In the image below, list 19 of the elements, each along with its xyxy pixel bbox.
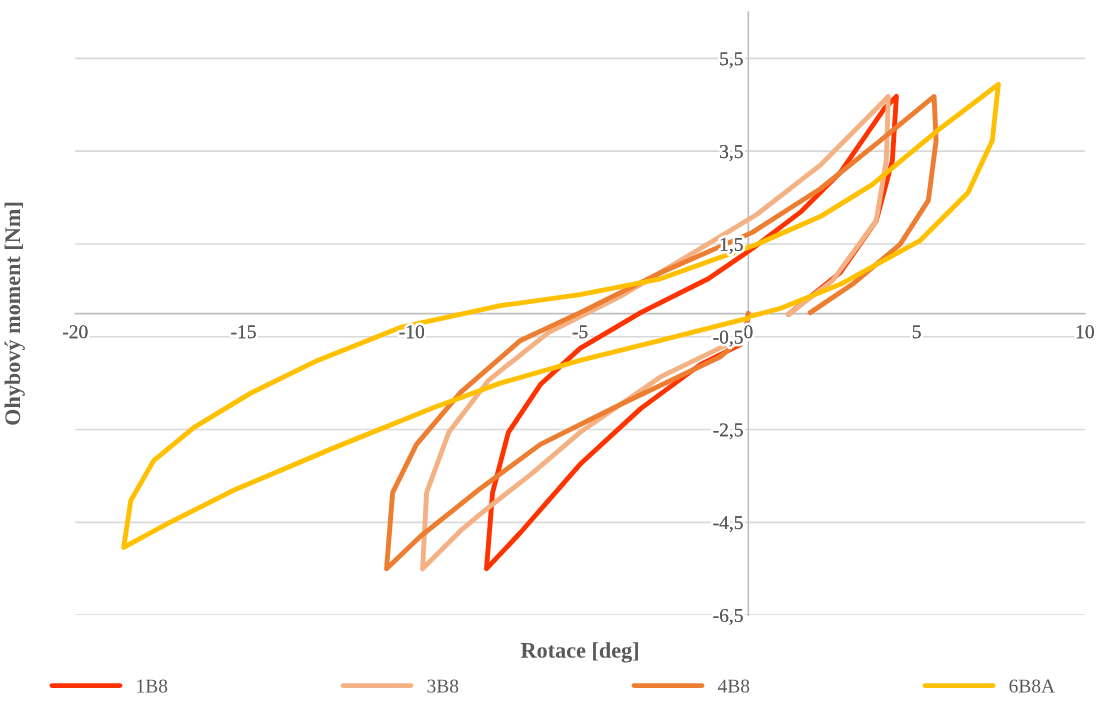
- x-tick-label: 10: [1076, 325, 1094, 339]
- line-series: [384, 94, 939, 572]
- legend-label: 1B8: [137, 679, 168, 693]
- x-tick-label: -15: [231, 325, 256, 339]
- x-tick-label: -5: [572, 325, 588, 339]
- y-tick-label: -2,5: [713, 423, 743, 440]
- x-tick-label: -10: [399, 325, 425, 339]
- y-tick-label: 3,5: [720, 145, 743, 161]
- legend-label: 4B8: [717, 679, 750, 693]
- legend-label: 3B8: [427, 679, 459, 693]
- x-tick-label: -20: [63, 325, 88, 339]
- x-axis-title: Rotace [deg]: [520, 642, 638, 663]
- y-axis-title: Ohybový moment [Nm]: [4, 202, 25, 425]
- y-tick-label: 5,5: [720, 52, 743, 69]
- y-tick-label: -4,5: [713, 516, 743, 533]
- x-tick-label: 5: [912, 325, 921, 339]
- legend-label: 6B8A: [1009, 679, 1055, 693]
- y-tick-label: -6,5: [713, 608, 743, 625]
- line-series: [121, 81, 1001, 550]
